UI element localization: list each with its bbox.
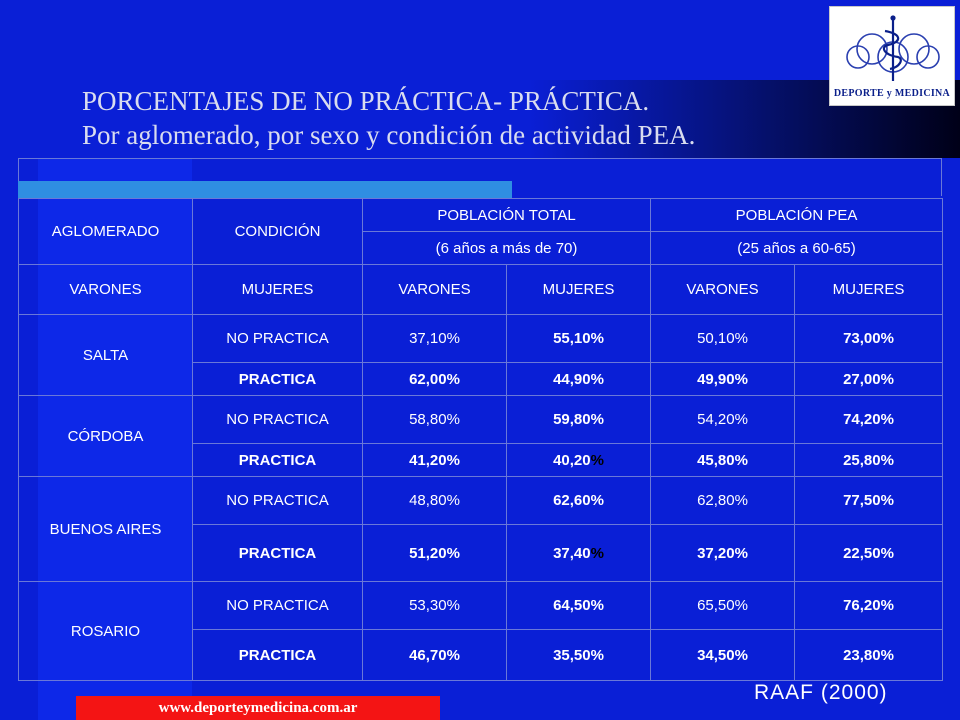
aglomerado-name: SALTA — [18, 314, 193, 396]
value-cell: 48,80% — [362, 476, 507, 525]
header-sub: MUJERES — [794, 264, 944, 315]
value-cell: 49,90% — [650, 362, 796, 396]
table-row: CÓRDOBA NO PRACTICA 58,80% 59,80% 54,20%… — [18, 395, 944, 477]
value-cell: 65,50% — [650, 581, 796, 630]
value-cell: 37,10% — [362, 314, 507, 363]
aglomerado-name: ROSARIO — [18, 581, 193, 681]
table-row: PRACTICA 51,20% 37,40% 37,20% 22,50% — [19, 524, 944, 582]
value-cell: 44,90% — [505, 362, 652, 396]
percent-sign: % — [590, 451, 604, 469]
value-cell: 35,50% — [505, 629, 652, 681]
value-cell: 46,70% — [362, 629, 507, 681]
condition-practica: PRACTICA — [192, 443, 363, 477]
condition-no-practica: NO PRACTICA — [192, 476, 363, 525]
value-cell: 22,50% — [794, 524, 944, 582]
value-cell: 23,80% — [794, 629, 944, 681]
condition-no-practica: NO PRACTICA — [192, 395, 363, 444]
practice-table: AGLOMERADO CONDICIÓN POBLACIÓN TOTAL POB… — [18, 198, 944, 681]
value-cell: 50,10% — [650, 314, 796, 363]
condition-no-practica: NO PRACTICA — [192, 581, 363, 630]
condition-no-practica: NO PRACTICA — [192, 314, 363, 363]
value-cell: 74,20% — [794, 395, 944, 444]
title-line-1: PORCENTAJES DE NO PRÁCTICA- PRÁCTICA. — [82, 86, 650, 116]
aglomerado-name: CÓRDOBA — [18, 395, 193, 477]
value-cell: 53,30% — [362, 581, 507, 630]
condition-practica: PRACTICA — [192, 629, 363, 681]
header-sub: VARONES — [18, 264, 193, 315]
table-row: ROSARIO NO PRACTICA 53,30% 64,50% 65,50%… — [18, 581, 944, 681]
header-sub: MUJERES — [505, 264, 652, 315]
value-cell: 64,50% — [505, 581, 652, 630]
table-row: PRACTICA 46,70% 35,50% 34,50% 23,80% — [19, 629, 944, 681]
value-cell: 58,80% — [362, 395, 507, 444]
value-cell: 55,10% — [505, 314, 652, 363]
value-cell: 45,80% — [650, 443, 796, 477]
header-sub: MUJERES — [192, 264, 363, 315]
value-cell: 34,50% — [650, 629, 796, 681]
value-cell: 62,80% — [650, 476, 796, 525]
header-row-3: VARONES MUJERES VARONES MUJERES VARONES … — [18, 264, 944, 315]
table-row: BUENOS AIRES NO PRACTICA 48,80% 62,60% 6… — [18, 476, 944, 582]
title-line-2: Por aglomerado, por sexo y condición de … — [82, 120, 696, 150]
header-condicion: CONDICIÓN — [192, 198, 363, 265]
table-row: PRACTICA 62,00% 44,90% 49,90% 27,00% — [19, 362, 944, 396]
value-cell: 25,80% — [794, 443, 944, 477]
value-cell: 54,20% — [650, 395, 796, 444]
value-cell: 62,00% — [362, 362, 507, 396]
header-aglomerado: AGLOMERADO — [18, 198, 193, 265]
value-cell: 59,80% — [505, 395, 652, 444]
value-cell: 37,20% — [650, 524, 796, 582]
header-row-1: AGLOMERADO CONDICIÓN POBLACIÓN TOTAL POB… — [18, 198, 944, 265]
value-text: 40,20 — [553, 451, 591, 469]
table-frame — [18, 158, 942, 196]
value-cell: 51,20% — [362, 524, 507, 582]
percent-sign: % — [590, 544, 604, 562]
condition-practica: PRACTICA — [192, 524, 363, 582]
value-cell: 62,60% — [505, 476, 652, 525]
logo-text: DEPORTE y MEDICINA — [833, 88, 951, 99]
value-cell: 73,00% — [794, 314, 944, 363]
value-cell: 77,50% — [794, 476, 944, 525]
value-cell: 41,20% — [362, 443, 507, 477]
title-band — [0, 80, 960, 158]
value-cell: 37,40% — [505, 524, 652, 582]
header-total-range: (6 años a más de 70) — [361, 231, 652, 265]
header-poblacion-total: POBLACIÓN TOTAL — [361, 198, 652, 232]
table-accent-bar — [18, 181, 512, 198]
header-sub: VARONES — [650, 264, 796, 315]
value-cell: 27,00% — [794, 362, 944, 396]
condition-practica: PRACTICA — [192, 362, 363, 396]
footer-url[interactable]: www.deporteymedicina.com.ar — [76, 696, 440, 720]
header-sub: VARONES — [362, 264, 507, 315]
value-cell: 76,20% — [794, 581, 944, 630]
table-row: SALTA NO PRACTICA 37,10% 55,10% 50,10% 7… — [18, 314, 944, 396]
value-cell: 40,20% — [505, 443, 652, 477]
source-citation: RAAF (2000) — [754, 681, 888, 704]
header-poblacion-pea: POBLACIÓN PEA — [650, 198, 944, 232]
slide-title: PORCENTAJES DE NO PRÁCTICA- PRÁCTICA. Po… — [82, 84, 695, 152]
logo: DEPORTE y MEDICINA — [829, 6, 955, 106]
olympic-rings-staff-icon — [846, 15, 940, 81]
value-text: 37,40 — [553, 544, 591, 562]
table-row: PRACTICA 41,20% 40,20% 45,80% 25,80% — [19, 443, 944, 477]
aglomerado-name: BUENOS AIRES — [18, 476, 193, 582]
header-pea-range: (25 años a 60-65) — [650, 231, 944, 265]
